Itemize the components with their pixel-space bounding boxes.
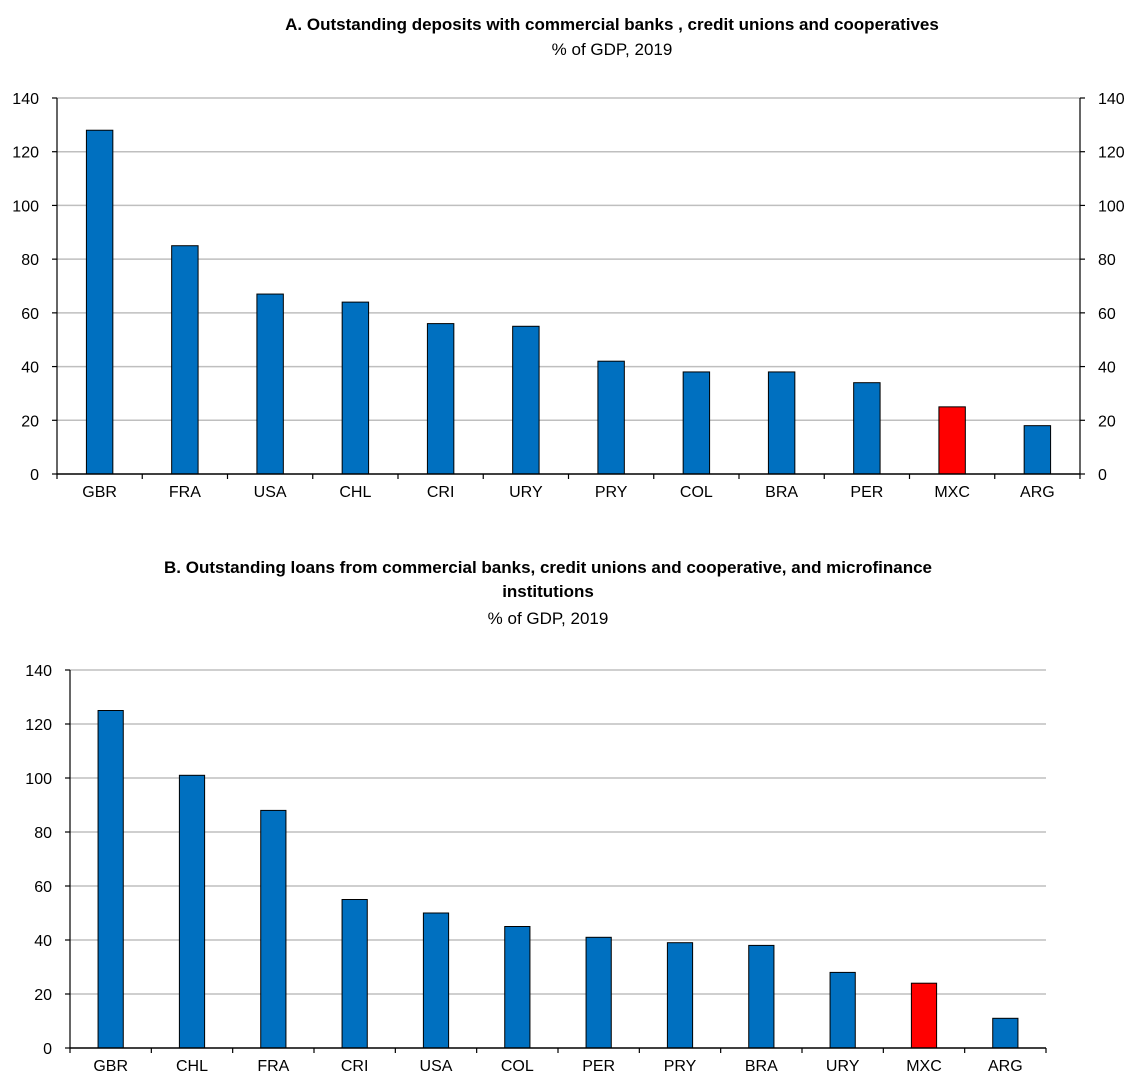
chart-b-x-tick-label: MXC — [906, 1058, 942, 1074]
chart-b-x-tick-label: COL — [501, 1058, 534, 1074]
chart-a-y2-tick-label: 140 — [1098, 91, 1125, 108]
chart-b-bar-usa — [422, 912, 450, 1049]
chart-b-bar-bra — [748, 944, 775, 1049]
chart-a-bar-col — [682, 371, 711, 475]
chart-a-y2-tick-label: 120 — [1098, 145, 1125, 162]
chart-b-title: B. Outstanding loans from commercial ban… — [164, 558, 932, 577]
chart-a-bar-per — [853, 382, 881, 475]
chart-b-x-tick-label: GBR — [93, 1058, 128, 1074]
chart-a-bar-fra — [171, 245, 199, 475]
chart-a-y2-tick-label: 80 — [1098, 252, 1116, 269]
chart-a-y-tick-label: 20 — [21, 413, 39, 430]
chart-b-bar-fra — [260, 809, 287, 1049]
chart-b-y-tick-label: 80 — [34, 825, 52, 842]
chart-a-x-tick-label: ARG — [1020, 484, 1055, 501]
chart-a-bar-usa — [256, 293, 284, 475]
chart-a-bar-mxc — [938, 406, 966, 475]
chart-b-y-tick-label: 140 — [25, 663, 52, 680]
chart-b-x-tick-label: CRI — [341, 1058, 369, 1074]
chart-a-bar-arg — [1023, 425, 1052, 475]
chart-b-subtitle: % of GDP, 2019 — [488, 609, 609, 628]
chart-a-title: A. Outstanding deposits with commercial … — [285, 15, 939, 34]
chart-b-x-tick-label: FRA — [257, 1058, 289, 1074]
chart-a-y2-tick-label: 60 — [1098, 306, 1116, 323]
chart-b-y-tick-label: 120 — [25, 717, 52, 734]
chart-b-x-tick-label: ARG — [988, 1058, 1023, 1074]
chart-b-y-tick-label: 100 — [25, 771, 52, 788]
chart-b-x-tick-label: PER — [582, 1058, 615, 1074]
chart-b-bar-per — [585, 936, 612, 1049]
chart-b-x-tick-label: PRY — [664, 1058, 697, 1074]
chart-a-y2-tick-label: 20 — [1098, 413, 1116, 430]
chart-a-x-tick-label: USA — [254, 484, 287, 501]
chart-b-bar-chl — [178, 774, 206, 1049]
chart-a-bar-pry — [597, 360, 625, 475]
chart-b-bar-pry — [666, 942, 694, 1049]
chart-a-x-tick-label: GBR — [82, 484, 117, 501]
chart-a-subtitle: % of GDP, 2019 — [552, 40, 673, 59]
chart-b-bar-col — [504, 926, 531, 1049]
chart-a-y-tick-label: 100 — [12, 198, 39, 215]
chart-a-x-tick-label: CRI — [427, 484, 455, 501]
chart-a-bar-bra — [767, 371, 796, 475]
chart-a-y-tick-label: 0 — [30, 467, 39, 484]
chart-a-x-tick-label: FRA — [169, 484, 201, 501]
chart-b-x-tick-label: URY — [826, 1058, 860, 1074]
chart-a-x-tick-label: URY — [509, 484, 543, 501]
chart-b-title: institutions — [502, 582, 594, 601]
chart-a-x-tick-label: COL — [680, 484, 713, 501]
chart-a-x-tick-label: BRA — [765, 484, 798, 501]
chart-a-bar-cri — [426, 323, 455, 475]
chart-b-bar-ury — [829, 971, 856, 1049]
chart-a-bar-gbr — [85, 129, 114, 475]
chart-a-bar-ury — [512, 325, 540, 475]
chart-b-bar-gbr — [97, 710, 124, 1049]
chart-b-y-tick-label: 40 — [34, 933, 52, 950]
chart-b-x-tick-label: BRA — [745, 1058, 778, 1074]
chart-b-bar-cri — [341, 899, 368, 1049]
chart-b-bar-arg — [992, 1017, 1019, 1049]
chart-b-y-tick-label: 0 — [43, 1041, 52, 1058]
chart-a-y-tick-label: 60 — [21, 306, 39, 323]
chart-b-x-tick-label: USA — [420, 1058, 453, 1074]
chart-a-y2-tick-label: 0 — [1098, 467, 1107, 484]
chart-b-x-tick-label: CHL — [176, 1058, 208, 1074]
chart-a-y-tick-label: 40 — [21, 360, 39, 377]
chart-a-x-tick-label: PER — [850, 484, 883, 501]
chart-a-y2-tick-label: 100 — [1098, 198, 1125, 215]
chart-a-y2-tick-label: 40 — [1098, 360, 1116, 377]
chart-b-y-tick-label: 60 — [34, 879, 52, 896]
chart-a-y-tick-label: 120 — [12, 145, 39, 162]
chart-b-y-tick-label: 20 — [34, 987, 52, 1004]
chart-a-x-tick-label: CHL — [339, 484, 371, 501]
chart-a-bar-chl — [341, 301, 370, 475]
chart-b-bar-mxc — [910, 982, 938, 1049]
chart-a-x-tick-label: PRY — [595, 484, 628, 501]
chart-a-y-tick-label: 80 — [21, 252, 39, 269]
chart-a-y-tick-label: 140 — [12, 91, 39, 108]
chart-a-x-tick-label: MXC — [934, 484, 970, 501]
